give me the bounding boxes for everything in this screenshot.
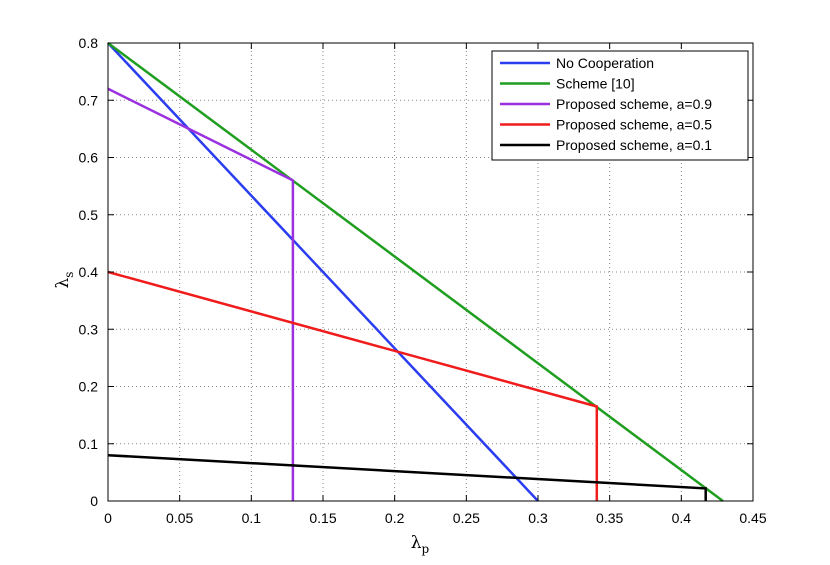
y-tick-label: 0.2 [79, 379, 99, 395]
series-line-5 [107, 453, 707, 501]
y-tick-label: 0.1 [79, 436, 99, 452]
ticks: 0 0.05 0.1 0.15 0.2 0.25 0.3 0.35 0.4 0.45 0 0.1 0.2… [79, 35, 767, 526]
x-tick-label: 0.35 [596, 510, 623, 526]
series-line-3 [107, 87, 295, 501]
y-tick-label: 0.8 [79, 35, 99, 51]
series-line-1 [107, 42, 539, 502]
y-tick-label: 0.7 [79, 92, 99, 108]
y-tick-label: 0.4 [79, 264, 99, 280]
y-axis-label-sub: s [62, 272, 76, 278]
legend-box [491, 50, 749, 161]
x-tick-label: 0.25 [453, 510, 480, 526]
series-layer [107, 41, 724, 503]
legend-label-1: No Cooperation [556, 55, 654, 71]
x-axis-label: λp [411, 533, 430, 556]
x-tick-label: 0.4 [672, 510, 692, 526]
x-axis-label-sub: p [422, 542, 430, 556]
x-tick-label: 0.15 [309, 510, 336, 526]
x-axis-label-main: λ [411, 533, 422, 553]
x-tick-label: 0.05 [166, 510, 193, 526]
y-tick-label: 0 [90, 493, 98, 509]
y-axis-label: λs [53, 272, 76, 289]
legend-label-5: Proposed scheme, a=0.1 [556, 137, 712, 153]
y-axis-label-main: λ [53, 277, 73, 288]
x-tick-label: 0.45 [739, 510, 766, 526]
y-tick-label: 0.6 [79, 150, 99, 166]
y-tick-label: 0.5 [79, 207, 99, 223]
series-line-4 [107, 270, 599, 501]
x-tick-label: 0.2 [385, 510, 405, 526]
x-tick-label: 0 [104, 510, 112, 526]
x-tick-label: 0.3 [528, 510, 548, 526]
series-line-2 [107, 41, 724, 503]
x-tick-label: 0.1 [242, 510, 262, 526]
legend-label-3: Proposed scheme, a=0.9 [556, 96, 712, 112]
y-tick-label: 0.3 [79, 321, 99, 337]
legend: No Cooperation Scheme [10] Proposed scheme… [491, 50, 749, 161]
legend-label-4: Proposed scheme, a=0.5 [556, 117, 712, 133]
legend-label-2: Scheme [10] [556, 76, 635, 92]
